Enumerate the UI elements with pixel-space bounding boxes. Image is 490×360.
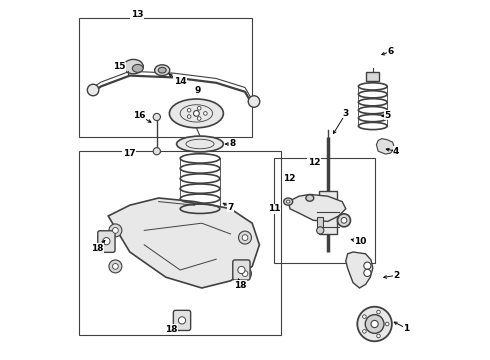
Ellipse shape <box>176 136 223 152</box>
Circle shape <box>109 224 122 237</box>
Circle shape <box>153 148 160 155</box>
Text: 11: 11 <box>268 204 281 213</box>
Ellipse shape <box>132 64 143 72</box>
Text: 12: 12 <box>283 174 295 183</box>
FancyBboxPatch shape <box>98 231 115 252</box>
Bar <box>317 217 323 227</box>
Text: 10: 10 <box>354 238 367 246</box>
Circle shape <box>365 315 384 333</box>
Text: 18: 18 <box>234 281 247 289</box>
Circle shape <box>239 267 251 280</box>
Circle shape <box>109 260 122 273</box>
Text: 5: 5 <box>384 111 391 120</box>
Circle shape <box>357 307 392 341</box>
Ellipse shape <box>286 200 290 203</box>
Text: 3: 3 <box>343 109 349 118</box>
Text: 17: 17 <box>123 149 135 158</box>
Bar <box>274 158 374 263</box>
Circle shape <box>248 96 260 107</box>
Circle shape <box>242 235 248 240</box>
Bar <box>79 151 281 335</box>
Circle shape <box>364 262 371 269</box>
Circle shape <box>197 107 201 110</box>
Ellipse shape <box>170 99 223 128</box>
Text: 16: 16 <box>133 111 145 120</box>
FancyBboxPatch shape <box>173 310 191 330</box>
Circle shape <box>338 214 350 227</box>
Ellipse shape <box>155 65 170 76</box>
Polygon shape <box>346 252 373 288</box>
Text: 4: 4 <box>393 147 399 156</box>
Text: 14: 14 <box>174 77 187 85</box>
Ellipse shape <box>306 195 314 201</box>
Text: 15: 15 <box>114 62 126 71</box>
Bar <box>79 18 252 137</box>
Circle shape <box>239 231 251 244</box>
Circle shape <box>363 315 366 318</box>
Circle shape <box>103 238 110 245</box>
FancyBboxPatch shape <box>233 260 250 280</box>
Text: 6: 6 <box>388 47 394 56</box>
Text: 18: 18 <box>165 325 177 334</box>
Ellipse shape <box>284 198 293 205</box>
Circle shape <box>178 317 186 324</box>
Circle shape <box>341 217 347 223</box>
Text: 18: 18 <box>91 244 104 253</box>
Circle shape <box>113 264 118 269</box>
Text: 7: 7 <box>227 202 234 211</box>
Text: 2: 2 <box>393 271 399 280</box>
Ellipse shape <box>158 67 166 73</box>
Circle shape <box>363 330 366 333</box>
Text: 12: 12 <box>308 158 320 167</box>
Bar <box>319 191 337 234</box>
Circle shape <box>242 271 248 276</box>
Polygon shape <box>376 139 394 154</box>
Circle shape <box>364 269 371 276</box>
Circle shape <box>371 320 378 328</box>
Circle shape <box>386 322 389 326</box>
Circle shape <box>377 310 380 314</box>
Text: 8: 8 <box>229 139 236 148</box>
Polygon shape <box>288 194 346 221</box>
Polygon shape <box>108 198 259 288</box>
Circle shape <box>317 227 324 234</box>
Ellipse shape <box>123 59 143 74</box>
Circle shape <box>238 266 245 274</box>
Circle shape <box>87 84 99 96</box>
Circle shape <box>113 228 118 233</box>
Circle shape <box>153 113 160 121</box>
Circle shape <box>204 112 207 115</box>
Text: 1: 1 <box>403 324 410 333</box>
Circle shape <box>187 115 191 118</box>
Bar <box>367 72 379 81</box>
Text: 9: 9 <box>195 86 201 95</box>
Text: 13: 13 <box>131 10 143 19</box>
Circle shape <box>197 117 201 120</box>
Circle shape <box>187 108 191 112</box>
Circle shape <box>377 334 380 338</box>
Circle shape <box>194 111 199 116</box>
